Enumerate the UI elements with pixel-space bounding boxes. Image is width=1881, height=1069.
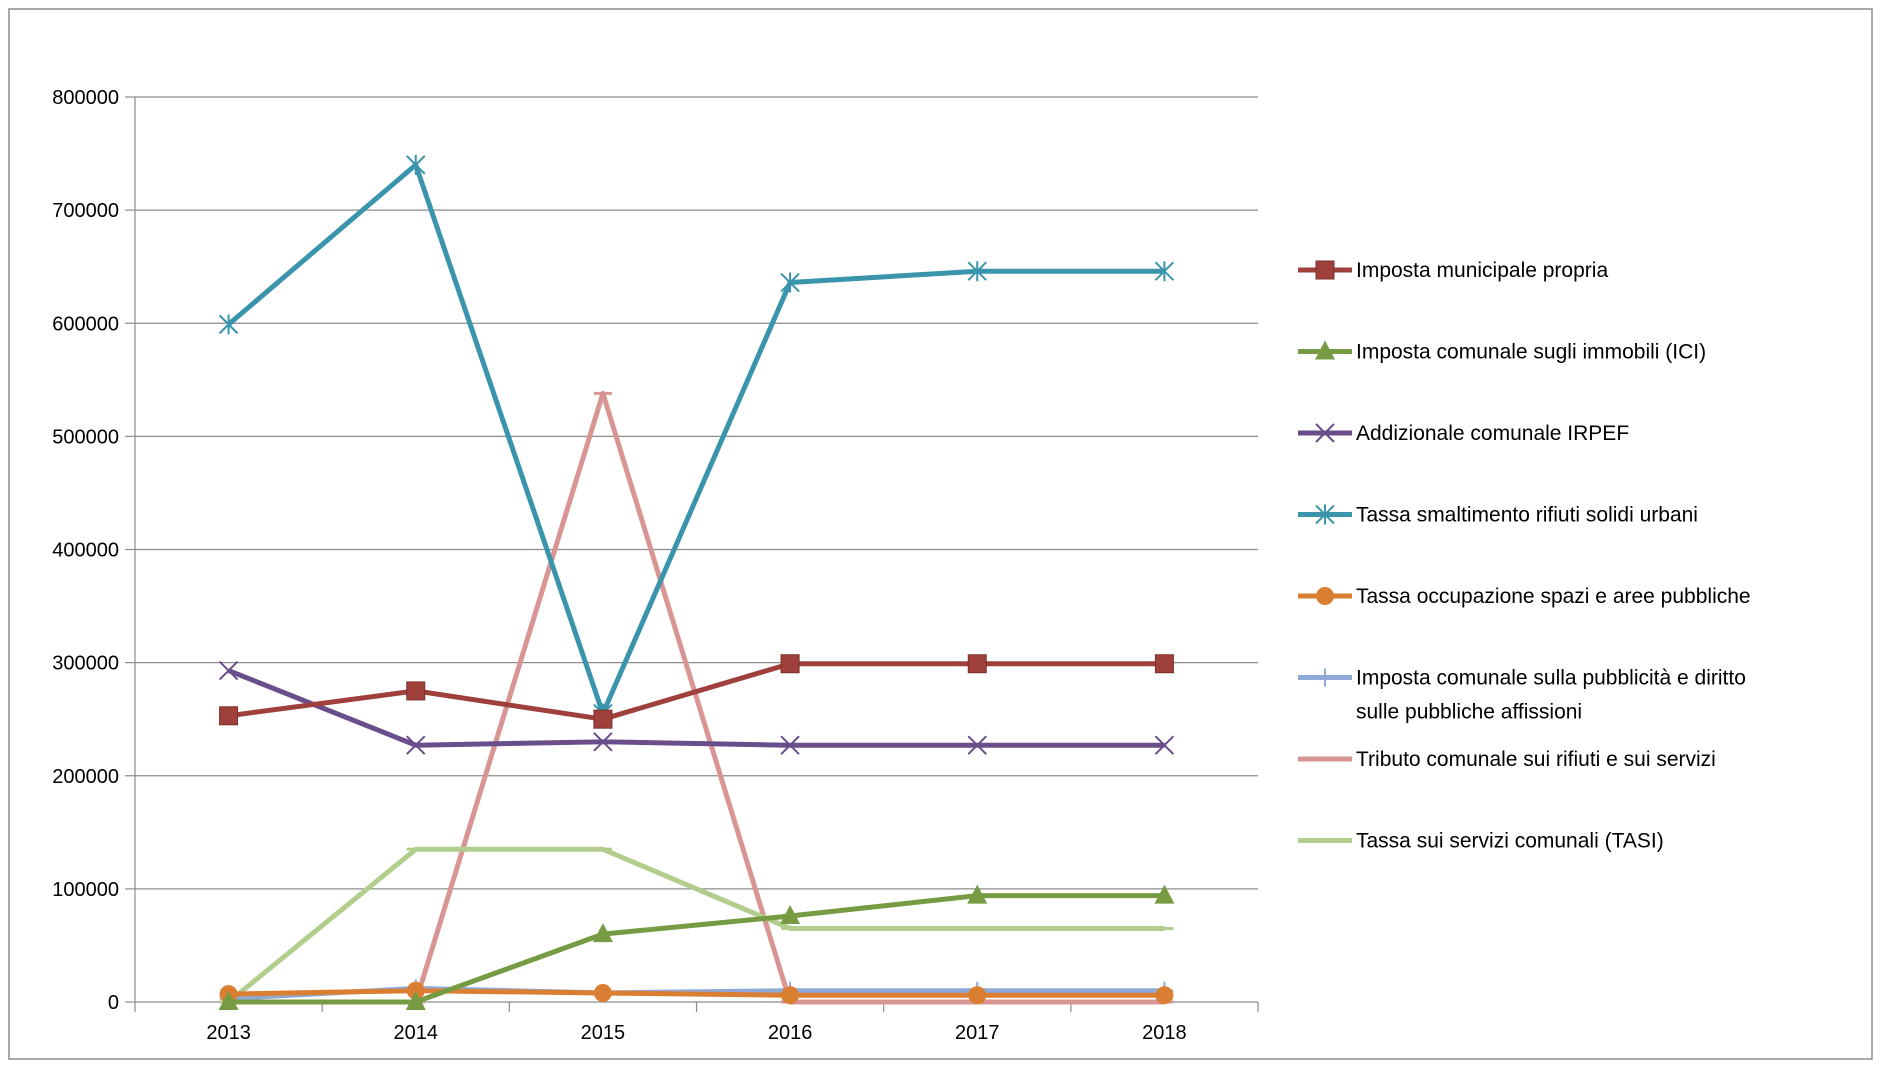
legend-item: Tassa occupazione spazi e aree pubbliche: [1298, 585, 1751, 608]
x-tick-label: 2014: [394, 1022, 439, 1044]
point-marker: [1316, 261, 1334, 279]
point-marker: [594, 710, 612, 728]
point-marker: [1316, 587, 1334, 605]
y-tick-label: 800000: [52, 87, 119, 109]
legend-item: Imposta comunale sugli immobili (ICI): [1298, 341, 1706, 364]
x-tick-label: 2013: [206, 1022, 251, 1044]
point-marker: [407, 682, 425, 700]
point-marker: [968, 655, 986, 673]
point-marker: [781, 986, 799, 1004]
legend-label: Addizionale comunale IRPEF: [1356, 422, 1629, 445]
point-marker: [594, 984, 612, 1002]
y-tick-label: 0: [108, 992, 119, 1014]
legend-label: sulle pubbliche affissioni: [1356, 701, 1582, 724]
y-tick-label: 300000: [52, 653, 119, 675]
y-tick-label: 500000: [52, 426, 119, 448]
point-marker: [968, 986, 986, 1004]
legend-label: Imposta comunale sugli immobili (ICI): [1356, 341, 1706, 364]
y-tick-label: 100000: [52, 879, 119, 901]
x-tick-label: 2015: [581, 1022, 626, 1044]
legend-label: Imposta comunale sulla pubblicità e diri…: [1356, 667, 1746, 690]
point-marker: [1155, 986, 1173, 1004]
point-marker: [1155, 655, 1173, 673]
x-tick-label: 2017: [955, 1022, 1000, 1044]
point-marker: [781, 655, 799, 673]
legend-label: Tributo comunale sui rifiuti e sui servi…: [1356, 748, 1716, 771]
x-tick-label: 2018: [1142, 1022, 1187, 1044]
legend-item: Tributo comunale sui rifiuti e sui servi…: [1298, 748, 1716, 771]
y-tick-label: 600000: [52, 313, 119, 335]
y-tick-label: 200000: [52, 766, 119, 788]
legend-label: Tassa sui servizi comunali (TASI): [1356, 830, 1664, 853]
point-marker: [220, 707, 238, 725]
y-tick-label: 400000: [52, 540, 119, 562]
legend-label: Imposta municipale propria: [1356, 259, 1608, 282]
y-tick-label: 700000: [52, 200, 119, 222]
x-tick-label: 2016: [768, 1022, 813, 1044]
legend-label: Tassa occupazione spazi e aree pubbliche: [1356, 585, 1751, 608]
legend-label: Tassa smaltimento rifiuti solidi urbani: [1356, 504, 1698, 527]
legend-item: Tassa smaltimento rifiuti solidi urbani: [1298, 504, 1698, 527]
